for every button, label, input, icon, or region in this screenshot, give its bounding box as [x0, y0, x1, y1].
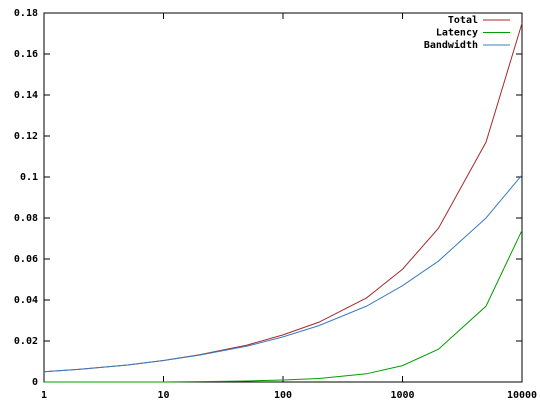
- x-tick-label: 10000: [507, 390, 537, 401]
- y-tick-label: 0.18: [14, 8, 38, 19]
- legend-label: Bandwidth: [424, 39, 478, 51]
- plot-border: [43, 12, 523, 383]
- y-tick-label: 0.08: [14, 213, 38, 224]
- x-tick-label: 10: [157, 390, 169, 401]
- y-tick-label: 0.16: [14, 49, 38, 60]
- series-line: [44, 230, 523, 383]
- y-tick-label: 0.04: [14, 295, 38, 306]
- x-tick-label: 1: [41, 390, 47, 401]
- y-tick-label: 0.14: [14, 90, 38, 101]
- series-line: [43, 23, 523, 373]
- y-tick-label: 0.1: [20, 172, 38, 183]
- y-tick-label: 0.06: [14, 254, 38, 265]
- y-tick-label: 0: [32, 377, 38, 388]
- legend-label: Total: [448, 15, 478, 26]
- y-tick-label: 0.02: [14, 336, 38, 347]
- x-tick-label: 100: [274, 390, 292, 401]
- legend-label: Latency: [436, 28, 478, 39]
- y-tick-label: 0.12: [14, 131, 38, 142]
- x-tick-label: 1000: [390, 390, 414, 401]
- series-line: [43, 174, 523, 373]
